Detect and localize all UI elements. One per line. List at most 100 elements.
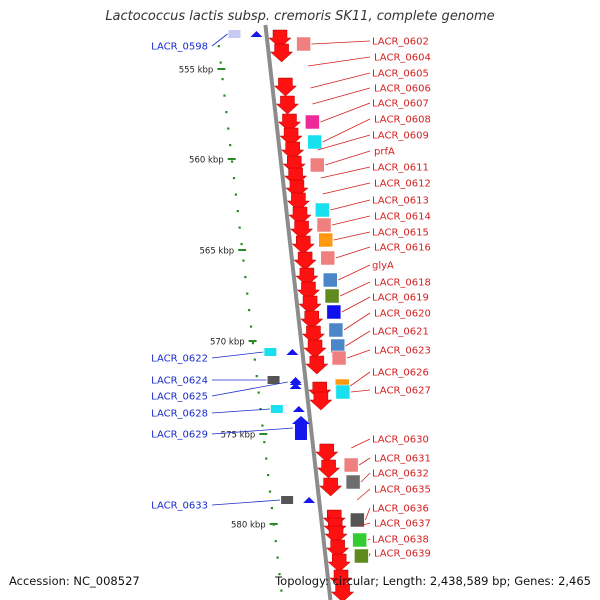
- forward-gene-arrow: [289, 379, 302, 385]
- reverse-gene-label: LACR_0611: [372, 163, 429, 174]
- forward-gene-arrow: [250, 31, 263, 37]
- reverse-gene-leader: [331, 215, 371, 226]
- reverse-gene-label: LACR_0615: [372, 228, 429, 239]
- reverse-gene-feature: [335, 384, 351, 400]
- scale-tick: [248, 309, 251, 312]
- reverse-gene-arrow: [298, 295, 322, 315]
- reverse-gene-arrow: [305, 355, 329, 375]
- forward-gene-arrow: [291, 416, 310, 440]
- scale-tick: [242, 259, 245, 262]
- reverse-gene-leader: [358, 457, 371, 466]
- scale-tick: [234, 193, 237, 196]
- reverse-gene-label: LACR_0627: [374, 386, 431, 397]
- reverse-gene-arrow: [286, 192, 311, 212]
- scale-tick: [238, 226, 241, 229]
- scale-label: 565 kbp: [200, 247, 235, 257]
- reverse-gene-label: LACR_0602: [372, 37, 429, 48]
- scale-tick: [229, 144, 232, 147]
- reverse-gene-arrow: [268, 29, 292, 49]
- reverse-gene-feature: [310, 157, 325, 173]
- reverse-gene-feature: [318, 232, 333, 248]
- scale-tick: [265, 457, 268, 460]
- forward-gene-leader: [211, 499, 281, 506]
- reverse-gene-feature: [305, 114, 320, 130]
- forward-gene-arrow: [286, 349, 299, 355]
- reverse-gene-leader: [369, 552, 371, 557]
- reverse-gene-leader: [345, 330, 371, 347]
- reverse-gene-label: LACR_0613: [372, 196, 429, 207]
- forward-gene-arrow: [289, 383, 302, 389]
- reverse-gene-arrow: [288, 206, 312, 226]
- reverse-gene-leader: [367, 538, 371, 541]
- reverse-gene-label: LACR_0626: [372, 368, 429, 379]
- scale-tick: [251, 342, 255, 345]
- reverse-gene-feature: [323, 272, 338, 288]
- forward-gene-leader: [211, 351, 264, 359]
- reverse-gene-feature: [343, 457, 359, 473]
- scale-tick: [268, 490, 272, 493]
- genome-summary-text: Topology: circular; Length: 2,438,589 bp…: [275, 574, 591, 588]
- forward-gene-arrow: [292, 406, 305, 412]
- reverse-gene-leader: [364, 507, 371, 521]
- reverse-gene-leader: [351, 438, 371, 449]
- scale-label: 560 kbp: [189, 156, 224, 166]
- forward-gene-label: LACR_0624: [151, 376, 208, 387]
- scale-tick: [227, 127, 230, 130]
- scale-tick: [246, 292, 249, 295]
- reverse-gene-label: glyA: [372, 261, 394, 272]
- reverse-gene-label: LACR_0609: [372, 131, 429, 142]
- reverse-gene-arrow: [301, 325, 326, 345]
- reverse-gene-leader: [312, 87, 371, 105]
- reverse-gene-arrow: [329, 569, 353, 589]
- forward-gene-feature: [264, 348, 277, 356]
- forward-gene-leader: [211, 427, 294, 435]
- scale-tick: [270, 507, 274, 510]
- reverse-gene-leader: [333, 231, 371, 241]
- reverse-gene-leader: [360, 472, 371, 483]
- scale-tick: [217, 45, 220, 48]
- scale-tick: [257, 391, 260, 394]
- reverse-gene-feature: [328, 322, 344, 338]
- reverse-gene-leader: [359, 522, 371, 527]
- reverse-gene-leader: [325, 150, 371, 166]
- reverse-gene-arrow: [316, 459, 341, 479]
- reverse-gene-leader: [341, 296, 371, 313]
- reverse-gene-feature: [307, 134, 322, 150]
- reverse-gene-label: LACR_0635: [374, 485, 431, 496]
- scale-tick: [276, 556, 279, 559]
- reverse-gene-label: LACR_0612: [374, 179, 431, 190]
- scale-tick: [278, 573, 281, 576]
- forward-gene-label: LACR_0622: [151, 354, 208, 365]
- reverse-gene-label: LACR_0637: [374, 519, 431, 530]
- reverse-gene-feature: [296, 36, 311, 52]
- reverse-gene-feature: [345, 474, 361, 490]
- scale-tick: [267, 474, 270, 477]
- reverse-gene-arrow: [275, 95, 300, 115]
- reverse-gene-feature: [315, 202, 330, 218]
- forward-gene-feature: [267, 376, 280, 384]
- reverse-gene-label: LACR_0636: [372, 504, 429, 515]
- map-title: Lactococcus lactis subsp. cremoris SK11,…: [105, 9, 495, 24]
- forward-gene-feature: [228, 30, 241, 38]
- reverse-gene-leader: [322, 118, 371, 143]
- reverse-gene-label: LACR_0638: [372, 535, 429, 546]
- reverse-gene-arrow: [327, 553, 351, 573]
- scale-tick: [223, 94, 226, 97]
- reverse-gene-label: LACR_0620: [374, 309, 431, 320]
- reverse-gene-arrow: [293, 251, 317, 271]
- reverse-gene-feature: [326, 304, 342, 320]
- reverse-gene-label: LACR_0607: [372, 99, 429, 110]
- reverse-gene-arrow: [289, 220, 314, 240]
- reverse-gene-arrow: [325, 539, 350, 559]
- scale-label: 580 kbp: [231, 521, 266, 531]
- reverse-gene-arrow: [273, 77, 298, 97]
- forward-gene-leader: [211, 33, 228, 47]
- reverse-gene-arrow: [303, 339, 327, 359]
- reverse-gene-leader: [335, 246, 371, 259]
- reverse-gene-arrow: [330, 583, 355, 600]
- scale-tick: [274, 540, 277, 543]
- forward-gene-label: LACR_0633: [151, 501, 208, 512]
- reverse-gene-arrow: [324, 525, 348, 545]
- reverse-gene-label: LACR_0614: [374, 212, 431, 223]
- scale-tick: [225, 111, 228, 114]
